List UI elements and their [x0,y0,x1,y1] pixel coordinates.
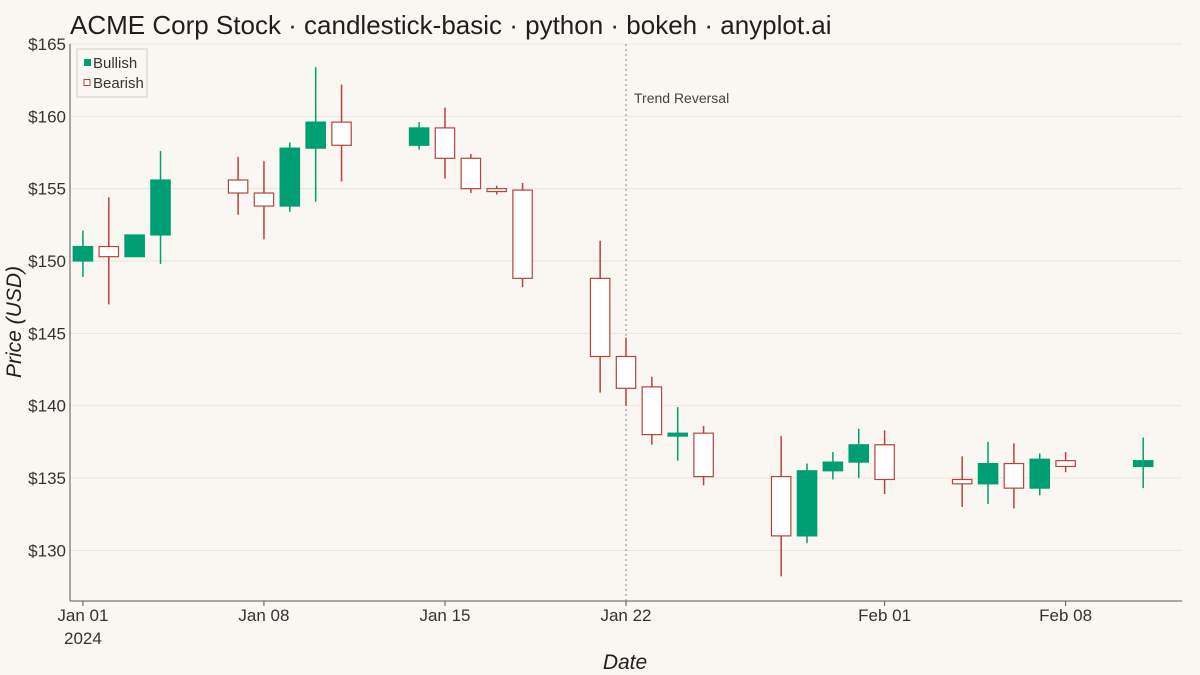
y-tick-label: $130 [28,541,66,560]
candle-body [1055,460,1076,468]
candle-bullish [72,230,94,277]
candles [72,67,1154,577]
x-tick-sublabel: 2024 [64,629,102,648]
candle-bearish [615,337,637,406]
candle-body [641,386,663,436]
candle-body [512,189,533,279]
candle-body [305,121,326,149]
candle-body [434,127,456,159]
candle-body [770,475,792,537]
candle-bearish [641,376,663,445]
y-tick-label: $145 [28,324,66,343]
chart-title: ACME Corp Stock · candlestick-basic · py… [70,10,832,40]
x-tick-label: Feb 08 [1039,606,1092,625]
y-tick-label: $135 [28,469,66,488]
candle-bullish [977,441,999,505]
y-tick-label: $140 [28,397,66,416]
candle-bearish [693,425,714,486]
candle-body [796,470,818,537]
candle-bearish [512,182,533,288]
x-tick-label: Jan 01 [57,606,108,625]
x-tick-label: Jan 22 [600,606,651,625]
candle-body [693,432,714,478]
y-tick-label: $155 [28,180,66,199]
candle-body [977,462,999,485]
candle-body [848,444,870,463]
annotation-label: Trend Reversal [634,90,729,106]
candle-bearish [1003,443,1025,509]
candle-bullish [305,67,326,202]
candle-bullish [150,151,171,264]
x-tick-label: Jan 15 [419,606,470,625]
candle-bearish [253,161,275,240]
y-tick-label: $150 [28,252,66,271]
candle-body [227,179,249,194]
x-tick-label: Jan 08 [238,606,289,625]
candle-body [667,432,689,437]
legend-label-bearish: Bearish [93,75,144,92]
candle-body [822,461,844,472]
candle-bearish [770,436,792,577]
tick-labels: $130 $135 $140 $145 $150 $155 $160 $165 Jan 01 20… [28,35,1092,648]
legend-label-bullish: Bullish [93,55,137,72]
candle-body [150,179,171,236]
candle-body [408,127,430,146]
candle-bearish [98,197,120,305]
candle-bullish [822,451,844,480]
candle-body [874,444,895,481]
y-tick-label: $165 [28,35,66,54]
candle-bearish [227,156,249,215]
candle-body [951,478,973,485]
candle-body [253,192,275,207]
candle-body [279,147,301,207]
candle-bearish [434,107,456,179]
candle-bullish [279,142,301,212]
candle-bullish [1029,453,1051,496]
candle-bearish [874,430,895,494]
legend: Bullish Bearish [76,48,148,98]
candle-body [1132,460,1154,468]
x-tick-label: Feb 01 [858,606,911,625]
legend-swatch-bearish [83,79,91,86]
candle-body [1029,458,1051,489]
y-axis-label: Price (USD) [3,266,26,378]
candle-bullish [796,463,818,544]
candle-bearish [460,153,482,194]
candle-bearish [951,456,973,507]
y-tick-label: $160 [28,107,66,126]
candle-body [589,277,611,358]
candle-body [486,188,507,193]
legend-box [76,48,148,98]
candle-body [72,245,94,262]
candle-body [98,245,120,258]
annotation-layer: Trend Reversal [625,44,729,601]
legend-swatch-bullish [84,59,91,66]
candle-body [1003,462,1025,489]
candle-body [124,234,145,258]
candle-bearish [589,240,611,393]
candle-body [615,355,637,389]
candle-body [460,157,482,190]
candle-bullish [408,122,430,150]
candle-bearish [331,84,352,182]
x-axis-label: Date [603,651,647,674]
candle-bearish [486,185,507,195]
candle-bullish [124,234,145,258]
candle-bullish [1132,437,1154,489]
candle-bullish [667,407,689,461]
candle-body [331,121,352,146]
candle-bullish [848,428,870,479]
candle-bearish [1055,451,1076,473]
